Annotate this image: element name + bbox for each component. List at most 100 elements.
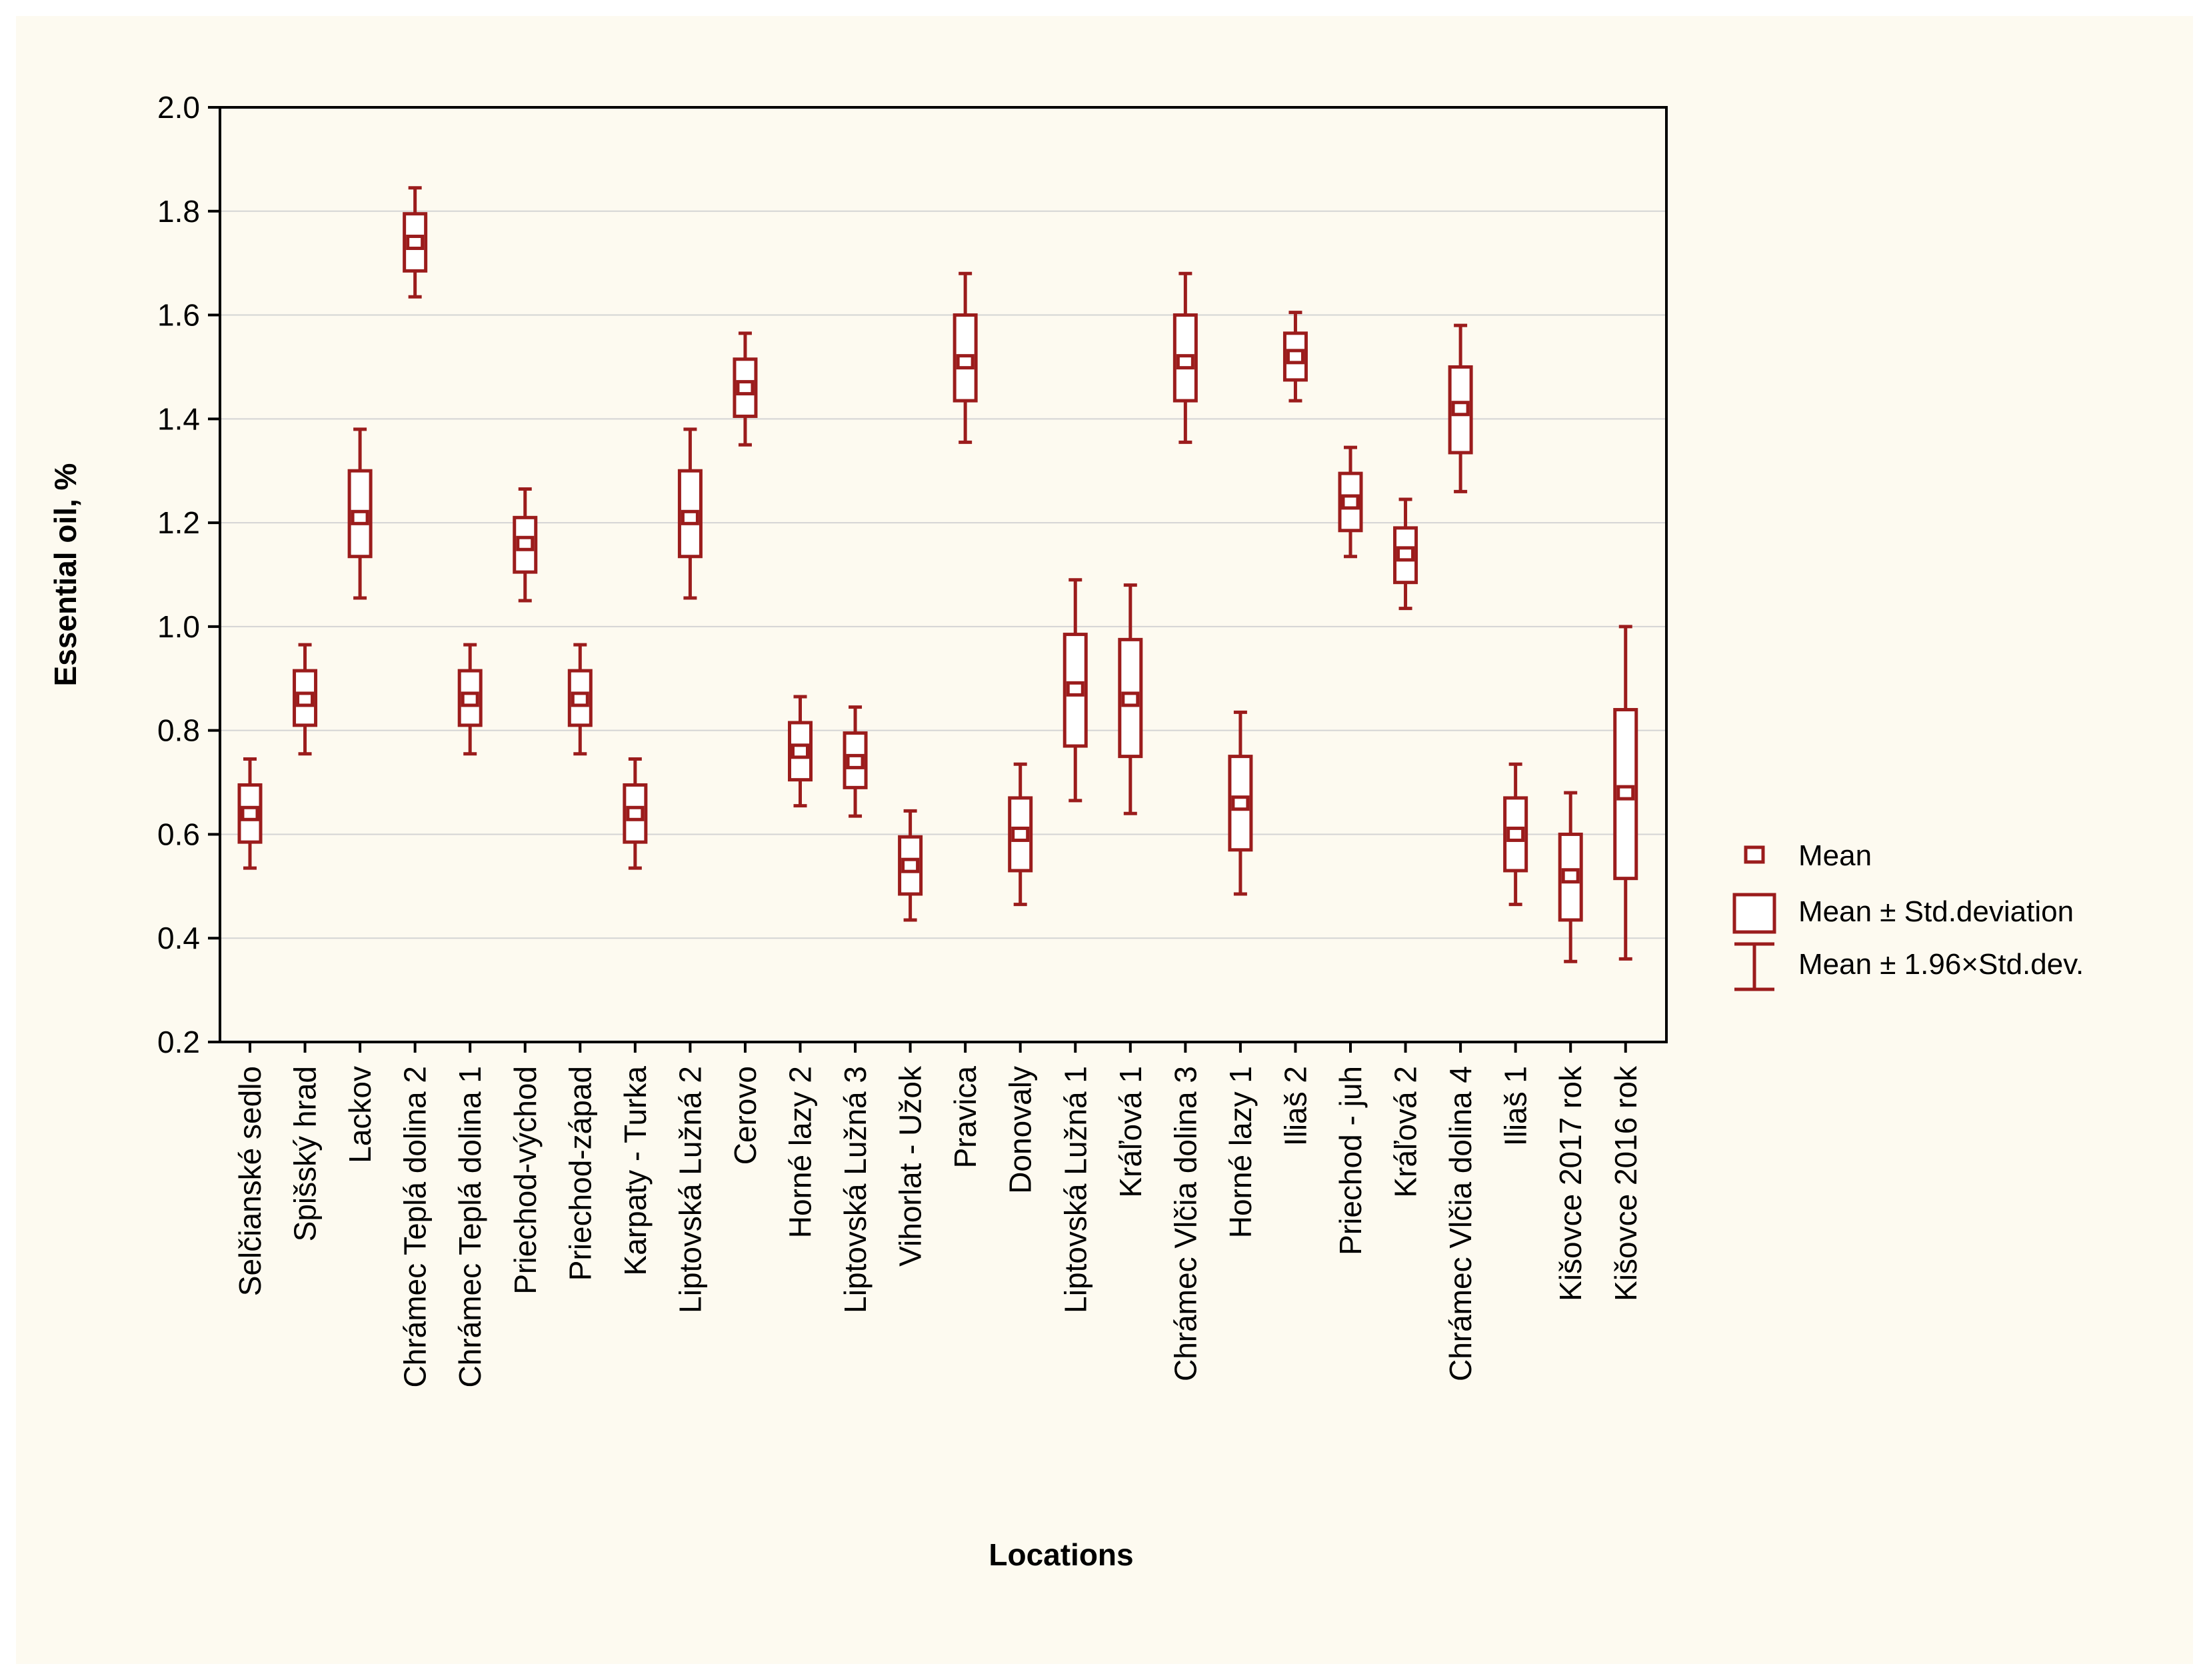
x-axis-tick-labels: Selčianské sedlo Spišský hrad Lackov Chráme… [233,1042,1643,1387]
legend-item-mean: Mean [1744,839,1872,872]
y-tick-label: 1.8 [157,194,200,229]
mean-point [1121,691,1140,707]
mean-point [1396,546,1415,562]
mean-point [1451,401,1470,417]
box-group [1338,445,1363,559]
x-tick-label: Donovaly [1003,1066,1038,1194]
y-tick-label: 0.4 [157,921,200,955]
mean-point [1011,826,1030,842]
box-group [843,705,868,818]
mean-point [736,380,755,396]
mean-point [626,805,645,821]
mean-point [791,743,809,759]
plot-area-frame [219,106,1668,1043]
box-group [457,643,483,756]
mean-point [406,235,425,251]
x-tick-label: Priechod - juh [1333,1066,1368,1255]
x-tick-label: Iliaš 1 [1498,1066,1533,1146]
mean-point [516,535,535,551]
x-tick-label: Chrámec Teplá dolina 1 [453,1066,487,1387]
mean-point [1286,349,1304,365]
legend-std-label: Mean ± Std.deviation [1798,895,2074,928]
x-tick-label: Kráľová 1 [1113,1066,1148,1198]
box-group [567,643,593,756]
box-group [677,427,703,600]
box-group [733,331,758,447]
box-group [403,186,428,299]
mean-point [351,509,369,525]
box-group [953,271,978,444]
legend-std-box-symbol [1732,893,1776,934]
mean-point [1616,785,1635,801]
x-tick-label: Selčianské sedlo [233,1066,267,1296]
mean-point [1561,868,1580,884]
x-tick-label: Iliaš 2 [1278,1066,1312,1146]
data-marks [237,186,1638,963]
x-tick-label: Liptovská Lužná 3 [838,1066,873,1313]
box-group [1228,710,1253,896]
legend-mean-label: Mean [1798,839,1872,872]
x-tick-label: Kišovce 2016 rok [1608,1065,1643,1301]
chart-panel: 0.2 0.4 0.6 0.8 1.0 1.2 1.4 1.6 1.8 2.0 Selčiansk… [16,16,2193,1664]
box-group [1118,583,1143,815]
x-tick-label: Chrámec Vlčia dolina 3 [1168,1066,1202,1381]
box-group [1448,323,1473,493]
y-tick-label: 0.8 [157,713,200,748]
legend-item-std: Mean ± Std.deviation [1732,893,2074,934]
x-axis-title: Locations [989,1537,1133,1572]
legend-item-ci: Mean ± 1.96×Std.dev. [1734,942,2084,991]
box-group [347,427,373,600]
mean-point [901,857,920,873]
y-tick-label: 1.6 [157,298,200,333]
x-tick-label: Horné lazy 2 [783,1066,818,1238]
x-tick-label: Priechod-východ [508,1066,543,1295]
box-group [898,809,923,922]
x-tick-label: Pravica [948,1066,983,1169]
x-tick-label: Kišovce 2017 rok [1553,1065,1588,1301]
mean-point [296,691,315,707]
mean-point [1506,826,1525,842]
y-tick-label: 2.0 [157,90,200,125]
mean-point [1341,494,1360,510]
mean-point [846,753,865,769]
box-group [623,757,648,870]
x-tick-label: Chrámec Teplá dolina 2 [398,1066,433,1387]
x-tick-label: Chrámec Vlčia dolina 4 [1443,1066,1478,1381]
legend-ci-label: Mean ± 1.96×Std.dev. [1798,948,2084,981]
box-group [237,757,263,870]
box-group [1063,578,1088,803]
x-tick-label: Kráľová 2 [1388,1066,1423,1198]
y-axis-ticks: 0.2 0.4 0.6 0.8 1.0 1.2 1.4 1.6 1.8 2.0 [157,90,220,1059]
x-tick-label: Spišský hrad [288,1066,323,1241]
gridlines [220,210,1666,939]
mean-point [1231,795,1250,811]
x-tick-label: Priechod-západ [563,1066,597,1281]
box-group [293,643,318,756]
y-tick-label: 1.0 [157,609,200,644]
y-tick-label: 0.6 [157,817,200,851]
x-tick-label: Karpaty - Turka [618,1066,653,1276]
box-group [1393,497,1418,611]
box-group [1503,762,1528,907]
box-group [1558,791,1583,963]
mean-point [241,805,259,821]
box-group [788,695,813,808]
x-tick-label: Cerovo [728,1066,763,1165]
legend-mean-symbol [1744,845,1765,864]
box-group [1008,762,1033,907]
mean-point [461,691,479,707]
mean-point [956,354,975,370]
y-axis-title: Essential oil, % [48,463,83,687]
legend: Mean Mean ± Std.deviation Mean ± 1.96×St… [1732,839,2084,991]
y-tick-label: 1.4 [157,401,200,436]
box-group [1172,271,1198,444]
x-tick-label: Horné lazy 1 [1223,1066,1258,1238]
mean-point [1176,354,1194,370]
y-tick-label: 1.2 [157,505,200,540]
mean-point [1066,681,1085,697]
x-tick-label: Liptovská Lužná 2 [673,1066,707,1313]
y-tick-label: 0.2 [157,1025,200,1059]
x-tick-label: Vihorlat - Užok [893,1065,928,1267]
box-group [1282,311,1308,403]
box-group [1613,625,1638,961]
